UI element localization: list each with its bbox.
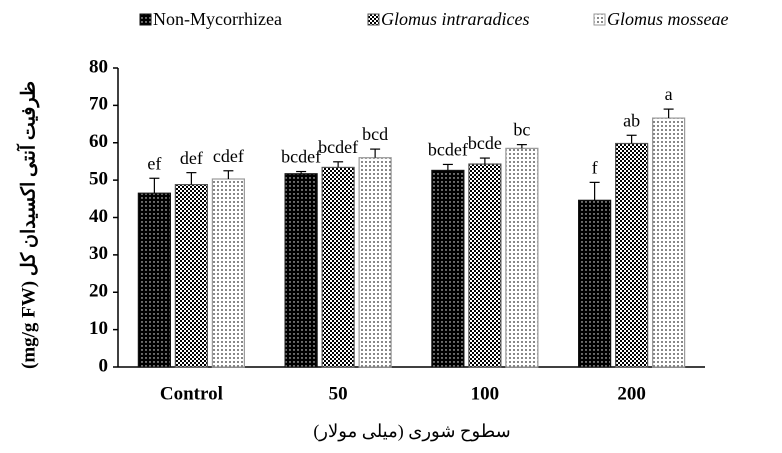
legend-label: Glomus intraradices xyxy=(381,9,530,29)
y-tick-label: 50 xyxy=(89,168,108,189)
significance-letter: bcde xyxy=(468,133,502,153)
bar xyxy=(358,157,392,368)
y-tick-label: 70 xyxy=(89,94,108,115)
y-tick-label: 20 xyxy=(89,281,108,302)
legend-label: Glomus mosseae xyxy=(607,9,729,29)
error-bar xyxy=(149,177,160,194)
legend-swatch xyxy=(367,13,380,26)
significance-letter: bcd xyxy=(362,124,388,144)
significance-letter: ef xyxy=(147,153,161,173)
significance-letter: ab xyxy=(623,110,640,130)
error-bar xyxy=(370,148,381,158)
significance-letter: bc xyxy=(513,120,530,140)
error-bar xyxy=(333,161,344,168)
significance-letter: def xyxy=(180,148,203,168)
bar xyxy=(137,192,171,368)
significance-letter: bcdef xyxy=(318,137,358,157)
x-tick-label: 200 xyxy=(617,383,646,404)
error-bar xyxy=(589,181,600,201)
bar xyxy=(174,184,208,368)
error-bar xyxy=(663,108,674,119)
error-bar xyxy=(223,170,234,180)
y-axis-label: ظرفیت آنتی اکسیدان کل (mg/g FW) xyxy=(15,81,39,369)
bar xyxy=(211,178,245,368)
significance-letter: bcdef xyxy=(281,147,321,167)
legend-swatch xyxy=(593,13,606,26)
x-tick-label: 50 xyxy=(329,383,348,404)
y-tick-label: 40 xyxy=(89,206,108,227)
y-tick-label: 10 xyxy=(89,318,108,339)
y-tick-label: 80 xyxy=(89,56,108,77)
error-bar xyxy=(626,134,637,144)
y-tick-label: 30 xyxy=(89,243,108,264)
significance-letter: a xyxy=(665,84,673,104)
error-bar xyxy=(516,144,527,149)
bar xyxy=(468,163,502,368)
error-bar xyxy=(186,172,197,185)
x-tick-label: Control xyxy=(160,383,223,404)
y-tick-label: 0 xyxy=(99,355,109,376)
bar xyxy=(615,142,649,368)
error-bar xyxy=(442,163,453,171)
x-axis-label: سطوح شوری (میلی مولار) xyxy=(313,421,510,442)
bar xyxy=(652,117,686,368)
bar xyxy=(505,147,539,368)
bar xyxy=(321,166,355,368)
significance-letter: f xyxy=(592,157,598,177)
bar xyxy=(431,169,465,368)
error-bar xyxy=(296,170,307,174)
significance-letter: cdef xyxy=(213,146,244,166)
bar xyxy=(578,199,612,368)
x-tick-label: 100 xyxy=(471,383,500,404)
legend-swatch xyxy=(139,13,152,26)
legend-label: Non-Mycorrhizea xyxy=(153,9,282,29)
significance-letter: bcdef xyxy=(428,140,468,160)
y-tick-label: 60 xyxy=(89,131,108,152)
error-bar xyxy=(479,157,490,165)
bar xyxy=(284,173,318,368)
